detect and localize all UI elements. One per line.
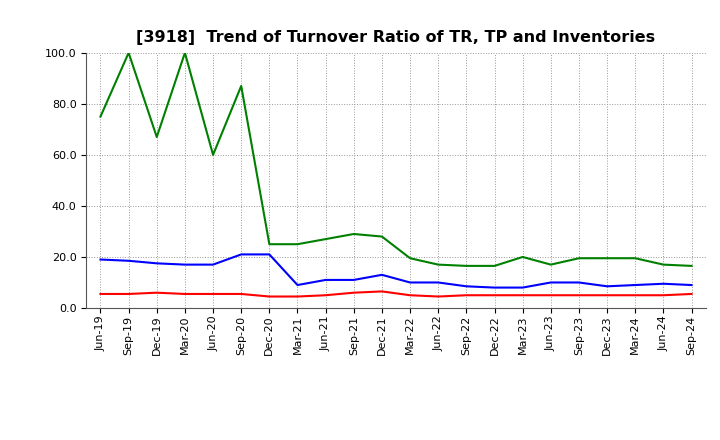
Title: [3918]  Trend of Turnover Ratio of TR, TP and Inventories: [3918] Trend of Turnover Ratio of TR, TP… xyxy=(136,29,656,45)
Inventories xyxy=(293,242,302,247)
Trade Payables xyxy=(603,284,611,289)
Trade Payables xyxy=(181,262,189,267)
Trade Receivables xyxy=(462,293,471,298)
Inventories xyxy=(462,263,471,268)
Trade Payables xyxy=(209,262,217,267)
Inventories xyxy=(603,256,611,261)
Trade Payables xyxy=(687,282,696,288)
Trade Payables xyxy=(377,272,386,278)
Trade Payables xyxy=(546,280,555,285)
Trade Receivables xyxy=(209,291,217,297)
Trade Receivables xyxy=(125,291,133,297)
Trade Payables xyxy=(125,258,133,264)
Trade Payables xyxy=(349,277,358,282)
Trade Payables xyxy=(153,260,161,266)
Inventories xyxy=(349,231,358,237)
Trade Receivables xyxy=(687,291,696,297)
Trade Receivables xyxy=(265,294,274,299)
Inventories xyxy=(237,83,246,88)
Trade Receivables xyxy=(349,290,358,295)
Trade Receivables xyxy=(659,293,667,298)
Trade Payables xyxy=(631,282,639,288)
Line: Trade Receivables: Trade Receivables xyxy=(101,291,691,297)
Trade Payables xyxy=(518,285,527,290)
Inventories xyxy=(687,263,696,268)
Trade Receivables xyxy=(518,293,527,298)
Trade Payables xyxy=(490,285,499,290)
Line: Trade Payables: Trade Payables xyxy=(101,254,691,288)
Trade Payables xyxy=(96,257,105,262)
Trade Payables xyxy=(321,277,330,282)
Trade Receivables xyxy=(237,291,246,297)
Inventories xyxy=(434,262,443,267)
Trade Payables xyxy=(434,280,443,285)
Inventories xyxy=(209,152,217,158)
Inventories xyxy=(406,256,415,261)
Inventories xyxy=(518,254,527,260)
Inventories xyxy=(153,134,161,139)
Trade Receivables xyxy=(96,291,105,297)
Trade Payables xyxy=(659,281,667,286)
Trade Payables xyxy=(575,280,583,285)
Inventories xyxy=(125,50,133,55)
Inventories xyxy=(96,114,105,119)
Trade Receivables xyxy=(490,293,499,298)
Inventories xyxy=(181,50,189,55)
Inventories xyxy=(546,262,555,267)
Trade Receivables xyxy=(406,293,415,298)
Trade Receivables xyxy=(181,291,189,297)
Inventories xyxy=(575,256,583,261)
Trade Receivables xyxy=(377,289,386,294)
Trade Receivables xyxy=(575,293,583,298)
Inventories xyxy=(490,263,499,268)
Trade Payables xyxy=(265,252,274,257)
Inventories xyxy=(631,256,639,261)
Trade Receivables xyxy=(153,290,161,295)
Inventories xyxy=(321,236,330,242)
Trade Receivables xyxy=(631,293,639,298)
Trade Payables xyxy=(462,284,471,289)
Trade Payables xyxy=(406,280,415,285)
Trade Receivables xyxy=(603,293,611,298)
Trade Receivables xyxy=(321,293,330,298)
Inventories xyxy=(265,242,274,247)
Trade Receivables xyxy=(546,293,555,298)
Line: Inventories: Inventories xyxy=(101,53,691,266)
Inventories xyxy=(659,262,667,267)
Trade Payables xyxy=(293,282,302,288)
Inventories xyxy=(377,234,386,239)
Trade Receivables xyxy=(434,294,443,299)
Trade Payables xyxy=(237,252,246,257)
Trade Receivables xyxy=(293,294,302,299)
